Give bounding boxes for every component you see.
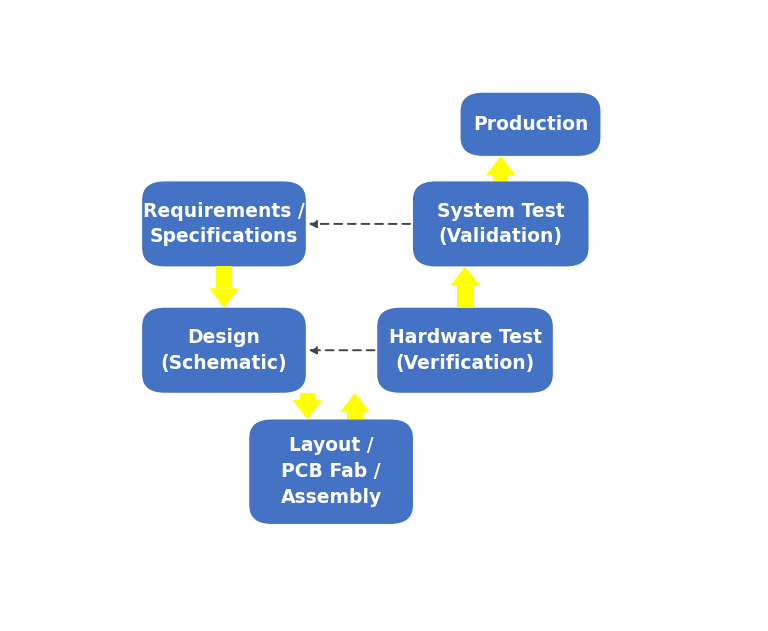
FancyBboxPatch shape (142, 308, 306, 392)
Text: Hardware Test
(Verification): Hardware Test (Verification) (389, 328, 541, 373)
Text: System Test
(Validation): System Test (Validation) (437, 201, 564, 246)
FancyBboxPatch shape (377, 308, 553, 392)
Polygon shape (486, 156, 515, 175)
Polygon shape (293, 400, 323, 420)
Polygon shape (300, 392, 315, 400)
FancyBboxPatch shape (413, 181, 588, 266)
Polygon shape (347, 412, 362, 420)
Polygon shape (209, 288, 239, 308)
Polygon shape (340, 392, 370, 412)
Polygon shape (457, 286, 473, 308)
Polygon shape (493, 175, 508, 181)
Text: Layout /
PCB Fab /
Assembly: Layout / PCB Fab / Assembly (280, 437, 382, 507)
Text: Requirements /
Specifications: Requirements / Specifications (143, 201, 305, 246)
FancyBboxPatch shape (250, 420, 413, 524)
Text: Production: Production (473, 115, 588, 134)
Polygon shape (217, 266, 232, 288)
Polygon shape (450, 266, 480, 286)
Text: Design
(Schematic): Design (Schematic) (161, 328, 287, 373)
FancyBboxPatch shape (461, 93, 601, 156)
FancyBboxPatch shape (142, 181, 306, 266)
